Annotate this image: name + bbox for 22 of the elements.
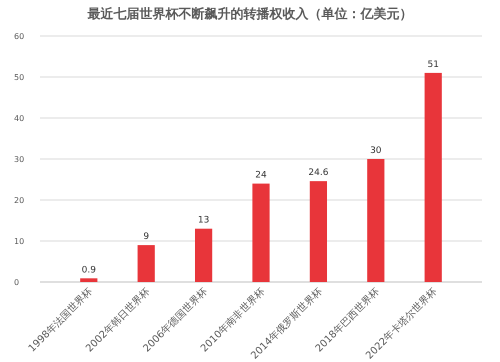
y-tick-label: 50 — [14, 73, 24, 82]
bar — [138, 245, 155, 282]
data-label: 30 — [370, 146, 382, 156]
data-label: 24.6 — [308, 168, 329, 178]
data-label: 24 — [255, 170, 267, 181]
data-label: 0.9 — [82, 265, 96, 276]
y-tick-label: 30 — [14, 155, 24, 164]
y-tick-label: 10 — [14, 237, 24, 246]
bar — [424, 72, 442, 282]
data-label: 51 — [427, 60, 439, 70]
y-tick-label: 60 — [14, 32, 24, 41]
chart-title: 最近七届世界杯不断飙升的转播权收入（单位：亿美元） — [86, 6, 412, 22]
y-tick-label: 0 — [14, 278, 20, 287]
data-label: 13 — [198, 216, 210, 226]
bar — [252, 184, 270, 282]
bar — [367, 159, 384, 282]
bar — [310, 181, 328, 282]
data-label: 9 — [143, 232, 150, 242]
bar — [80, 278, 98, 282]
y-tick-label: 20 — [14, 196, 24, 205]
bar — [194, 228, 212, 282]
y-tick-label: 40 — [14, 114, 24, 123]
